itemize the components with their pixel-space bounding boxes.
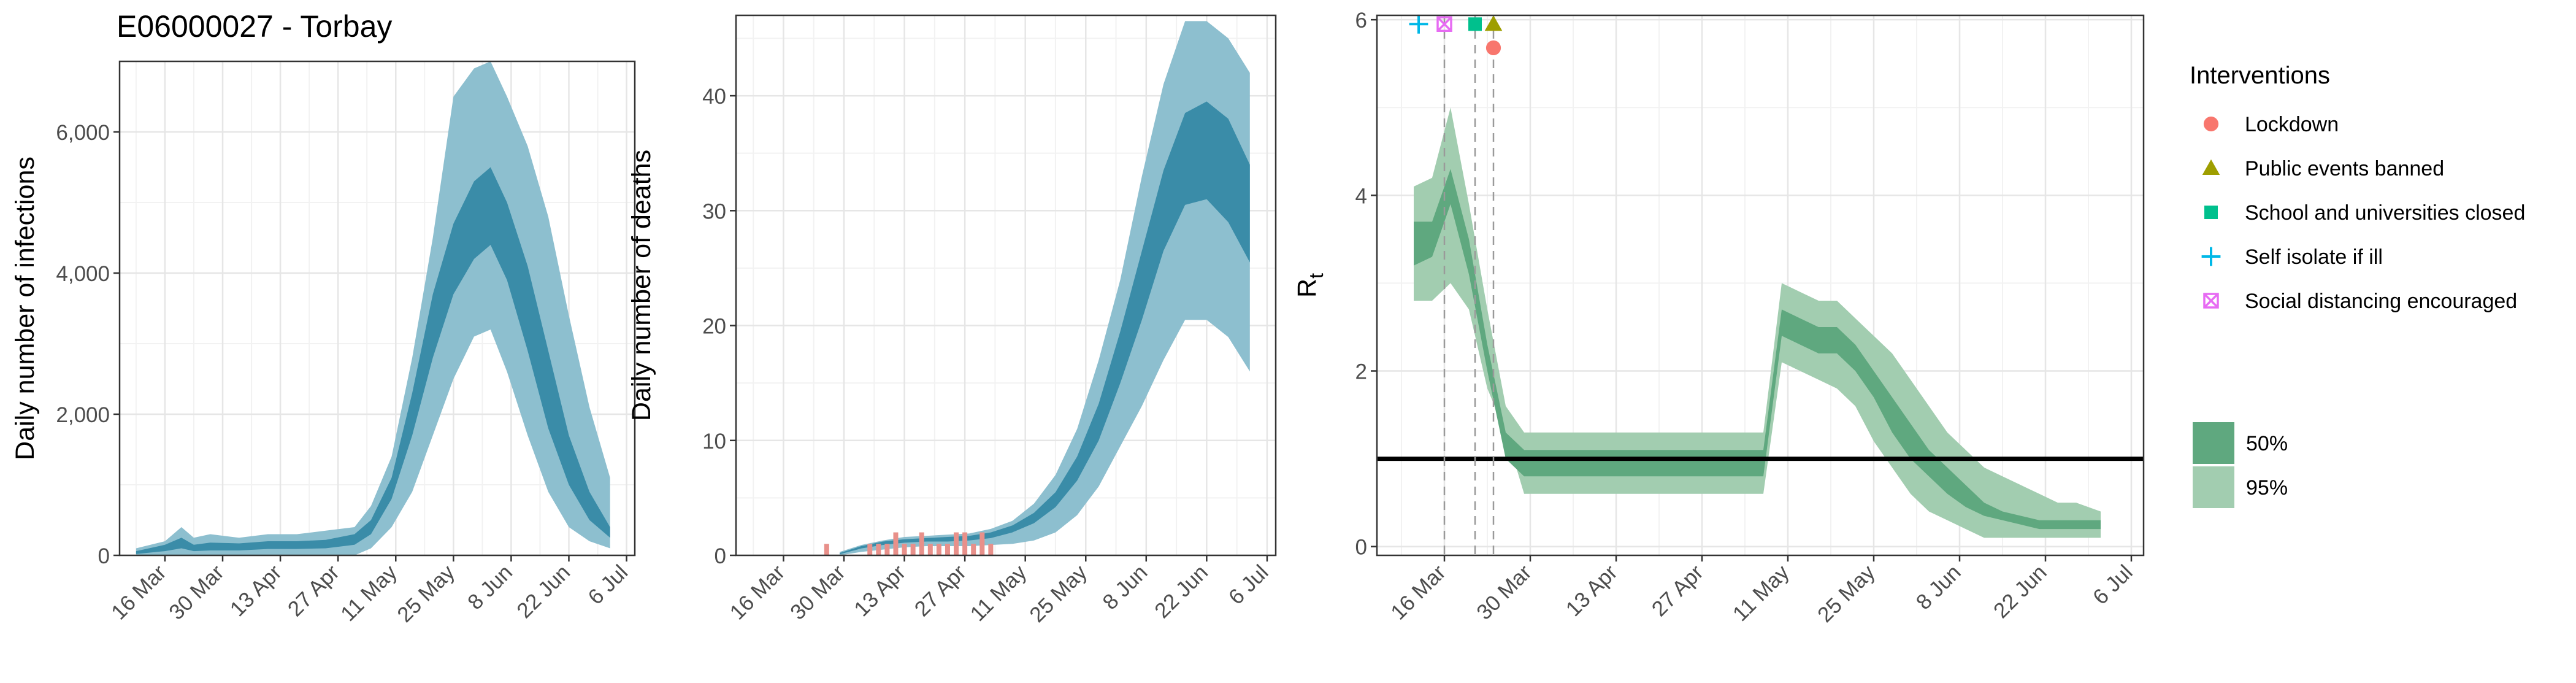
y-tick-label: 10 [702, 430, 726, 453]
band-legend-label: 95% [2246, 476, 2288, 500]
x-tick-label: 30 Mar [1472, 560, 1536, 625]
observed-death-bar [876, 544, 881, 555]
x-tick-label: 30 Mar [786, 560, 850, 625]
y-tick-label: 0 [1355, 536, 1367, 560]
x-tick-label: 25 May [393, 560, 459, 627]
x-tick-label: 11 May [1728, 560, 1794, 626]
x-tick-label: 16 Mar [1386, 560, 1451, 625]
band-legend-label: 50% [2246, 432, 2288, 455]
x-tick-label: 27 Apr [283, 560, 344, 621]
intervention-marker-plus [1409, 14, 1428, 34]
y-tick-label: 6 [1355, 9, 1367, 33]
y-axis-label: Daily number of infections [10, 156, 40, 460]
observed-death-bar [824, 544, 829, 555]
intervention-marker-square-cross [1436, 16, 1452, 33]
legend-label: Social distancing encouraged [2245, 290, 2517, 313]
y-tick-label: 0 [98, 544, 110, 568]
x-tick-label: 8 Jun [1098, 560, 1152, 614]
x-tick-label: 6 Jul [1224, 560, 1273, 609]
observed-death-bar [893, 532, 899, 555]
band-95pct [840, 21, 1250, 555]
observed-death-bar [867, 544, 873, 555]
band-legend: 50% 95% [2193, 422, 2288, 508]
legend-items: Lockdown Public events banned School and u… [2201, 113, 2525, 313]
legend-label: Lockdown [2245, 113, 2339, 136]
x-tick-label: 13 Apr [226, 560, 286, 621]
x-tick-label: 16 Mar [725, 560, 789, 625]
band-50pct [840, 101, 1250, 555]
y-tick-label: 4 [1355, 184, 1367, 208]
y-tick-label: 4,000 [56, 262, 110, 286]
intervention-marker-circle [1485, 40, 1501, 56]
interventions-legend: Interventions Lockdown Public events bann… [2190, 62, 2525, 508]
observed-death-bar [979, 532, 985, 555]
observed-death-bar [945, 544, 950, 555]
y-tick-label: 2 [1355, 360, 1367, 384]
x-tick-label: 11 May [965, 560, 1031, 626]
observed-death-bar [954, 532, 959, 555]
panel-border [735, 14, 1277, 557]
x-tick-label: 8 Jun [463, 560, 517, 614]
observed-death-bar [936, 544, 941, 555]
panel-border [118, 60, 636, 557]
y-tick-label: 6,000 [56, 121, 110, 145]
x-tick-label: 13 Apr [849, 560, 910, 621]
x-tick-label: 16 Mar [107, 560, 171, 625]
observed-death-bar [884, 544, 890, 555]
y-tick-label: 40 [702, 85, 726, 109]
y-tick-label: 20 [702, 315, 726, 339]
legend-label: Self isolate if ill [2245, 245, 2383, 269]
x-tick-label: 6 Jul [583, 560, 632, 609]
x-tick-label: 11 May [336, 560, 402, 626]
observed-death-bar [988, 544, 994, 555]
y-axis-label: Daily number of deaths [627, 150, 656, 421]
intervention-marker-triangle [1484, 15, 1503, 31]
x-tick-label: 22 Jun [1150, 560, 1213, 623]
panel-border [1376, 14, 2145, 557]
observed-death-bar [902, 544, 907, 555]
x-tick-label: 13 Apr [1562, 560, 1622, 621]
observed-death-bar [971, 544, 976, 555]
legend-key-triangle [2202, 159, 2220, 175]
x-tick-label: 30 Mar [164, 560, 229, 625]
x-tick-label: 25 May [1025, 560, 1092, 627]
legend-key-circle [2203, 116, 2219, 132]
legend-key-plus [2201, 247, 2221, 266]
observed-death-bar [927, 544, 933, 555]
legend-key-square [2204, 206, 2218, 219]
y-tick-label: 0 [715, 544, 726, 568]
legend-label: School and universities closed [2245, 201, 2525, 225]
band-95pct [1414, 107, 2101, 538]
x-tick-label: 22 Jun [512, 560, 575, 623]
page-title: E06000027 - Torbay [117, 9, 392, 44]
observed-death-bar [910, 544, 916, 555]
x-tick-label: 27 Apr [910, 560, 971, 621]
legend-label: Public events banned [2245, 157, 2444, 180]
x-tick-label: 27 Apr [1647, 560, 1708, 621]
y-tick-label: 2,000 [56, 403, 110, 427]
rt-panel: 0 2 4 6 16 Mar 30 Mar 13 Apr 27 Apr 11 May 25 May… [1292, 9, 2145, 627]
x-tick-label: 25 May [1813, 560, 1880, 627]
legend-title: Interventions [2190, 62, 2330, 89]
x-tick-label: 6 Jul [2088, 560, 2137, 609]
observed-death-bar [962, 532, 968, 555]
observed-death-bar [919, 532, 924, 555]
legend-key-square-cross [2203, 293, 2219, 309]
intervention-marker-square [1468, 17, 1482, 31]
x-tick-label: 22 Jun [1989, 560, 2052, 623]
y-tick-label: 30 [702, 199, 726, 223]
band-legend-key [2193, 422, 2234, 464]
band-legend-key [2193, 466, 2234, 508]
x-tick-label: 8 Jun [1912, 560, 1966, 614]
y-axis-label: Rt [1292, 273, 1327, 298]
